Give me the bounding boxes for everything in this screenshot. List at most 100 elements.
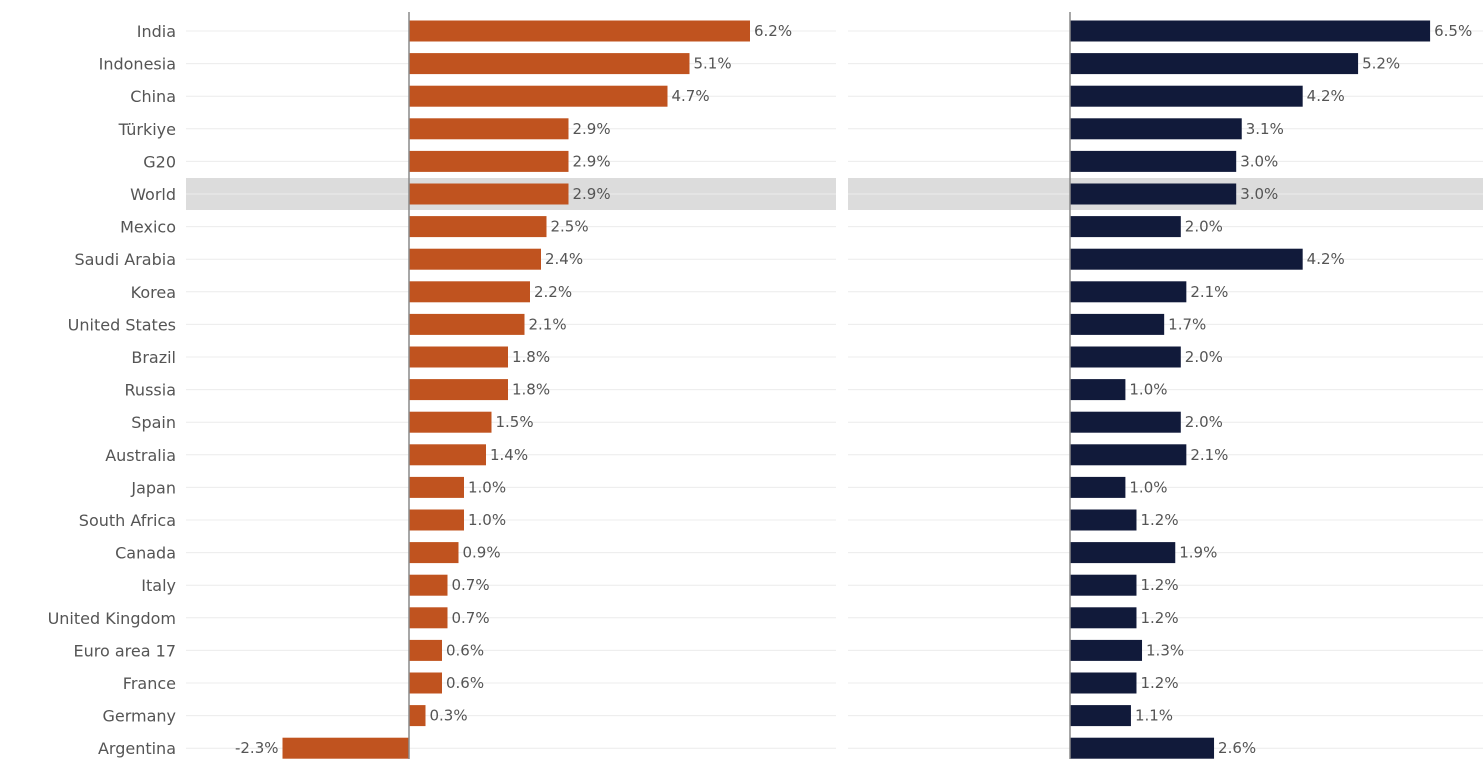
bar [409, 639, 442, 661]
category-label: China [130, 87, 176, 106]
category-label: Korea [131, 283, 176, 302]
category-label: France [123, 674, 176, 693]
value-label: 1.1% [1135, 707, 1173, 725]
value-label: 1.2% [1140, 609, 1178, 627]
value-label: 2.9% [573, 152, 611, 170]
value-label: 0.6% [446, 674, 484, 692]
bar [1070, 20, 1431, 42]
bar [409, 183, 569, 205]
bar [409, 672, 442, 694]
bar [1070, 85, 1303, 107]
bar [409, 20, 750, 42]
category-label: Japan [130, 478, 176, 497]
bar [1070, 248, 1303, 270]
bar [409, 509, 464, 531]
value-label: 2.6% [1218, 739, 1256, 757]
value-label: 0.9% [463, 544, 501, 562]
value-label: 2.9% [573, 120, 611, 138]
bar [1070, 53, 1359, 75]
bar [1070, 737, 1215, 759]
bar [409, 216, 547, 238]
bar [409, 705, 426, 727]
category-label: Australia [105, 446, 176, 465]
bar [1070, 411, 1181, 433]
value-label: 6.5% [1434, 22, 1472, 40]
category-label: United States [68, 315, 176, 334]
value-label: 5.2% [1362, 55, 1400, 73]
value-label: 1.2% [1140, 674, 1178, 692]
bar [409, 118, 569, 140]
category-label: Türkiye [118, 120, 176, 139]
bar [409, 53, 690, 75]
value-label: 1.3% [1146, 641, 1184, 659]
value-label: 1.7% [1168, 315, 1206, 333]
value-label: 6.2% [754, 22, 792, 40]
bar [409, 150, 569, 172]
bar [1070, 281, 1187, 303]
value-label: 2.4% [545, 250, 583, 268]
bar [1070, 476, 1126, 498]
value-label: 1.2% [1140, 511, 1178, 529]
value-label: 2.5% [551, 218, 589, 236]
value-label: 4.2% [1307, 250, 1345, 268]
value-label: 2.1% [1190, 283, 1228, 301]
value-label: 1.4% [490, 446, 528, 464]
value-label: 1.2% [1140, 576, 1178, 594]
value-label: 2.2% [534, 283, 572, 301]
bar [1070, 672, 1137, 694]
bar [1070, 574, 1137, 596]
value-label: 5.1% [694, 55, 732, 73]
bar [409, 313, 525, 335]
bar [409, 476, 464, 498]
value-label: 0.3% [430, 707, 468, 725]
category-label: Italy [141, 576, 176, 595]
value-label: 1.8% [512, 348, 550, 366]
bar [1070, 118, 1242, 140]
bar [409, 85, 668, 107]
category-label: Euro area 17 [74, 641, 176, 660]
value-label: -2.3% [235, 739, 279, 757]
category-label: Germany [102, 707, 176, 726]
category-label: Canada [115, 544, 176, 563]
category-label: South Africa [79, 511, 176, 530]
category-label: Spain [131, 413, 176, 432]
bar [409, 248, 541, 270]
value-label: 2.0% [1185, 348, 1223, 366]
value-label: 3.1% [1246, 120, 1284, 138]
value-label: 2.0% [1185, 218, 1223, 236]
value-label: 4.2% [1307, 87, 1345, 105]
category-label: Russia [125, 381, 176, 400]
value-label: 1.0% [468, 511, 506, 529]
value-label: 3.0% [1240, 185, 1278, 203]
bar [409, 607, 448, 629]
bar [1070, 542, 1176, 564]
value-label: 1.9% [1179, 544, 1217, 562]
bar [409, 574, 448, 596]
value-label: 0.7% [452, 609, 490, 627]
bar [1070, 509, 1137, 531]
value-label: 2.9% [573, 185, 611, 203]
value-label: 3.0% [1240, 152, 1278, 170]
category-label: Mexico [120, 218, 176, 237]
value-label: 0.7% [452, 576, 490, 594]
bar [409, 281, 530, 303]
bar [1070, 216, 1181, 238]
category-label: Indonesia [99, 55, 176, 74]
value-label: 1.8% [512, 381, 550, 399]
bar [282, 737, 409, 759]
category-label: World [130, 185, 176, 204]
bar [1070, 639, 1143, 661]
value-label: 4.7% [672, 87, 710, 105]
bar [1070, 346, 1181, 368]
value-label: 0.6% [446, 641, 484, 659]
category-label: Brazil [131, 348, 176, 367]
category-label: Saudi Arabia [74, 250, 176, 269]
bar [1070, 607, 1137, 629]
value-label: 1.5% [496, 413, 534, 431]
category-label: United Kingdom [48, 609, 176, 628]
category-label: G20 [143, 152, 176, 171]
bar [409, 379, 508, 401]
category-label: India [137, 22, 176, 41]
